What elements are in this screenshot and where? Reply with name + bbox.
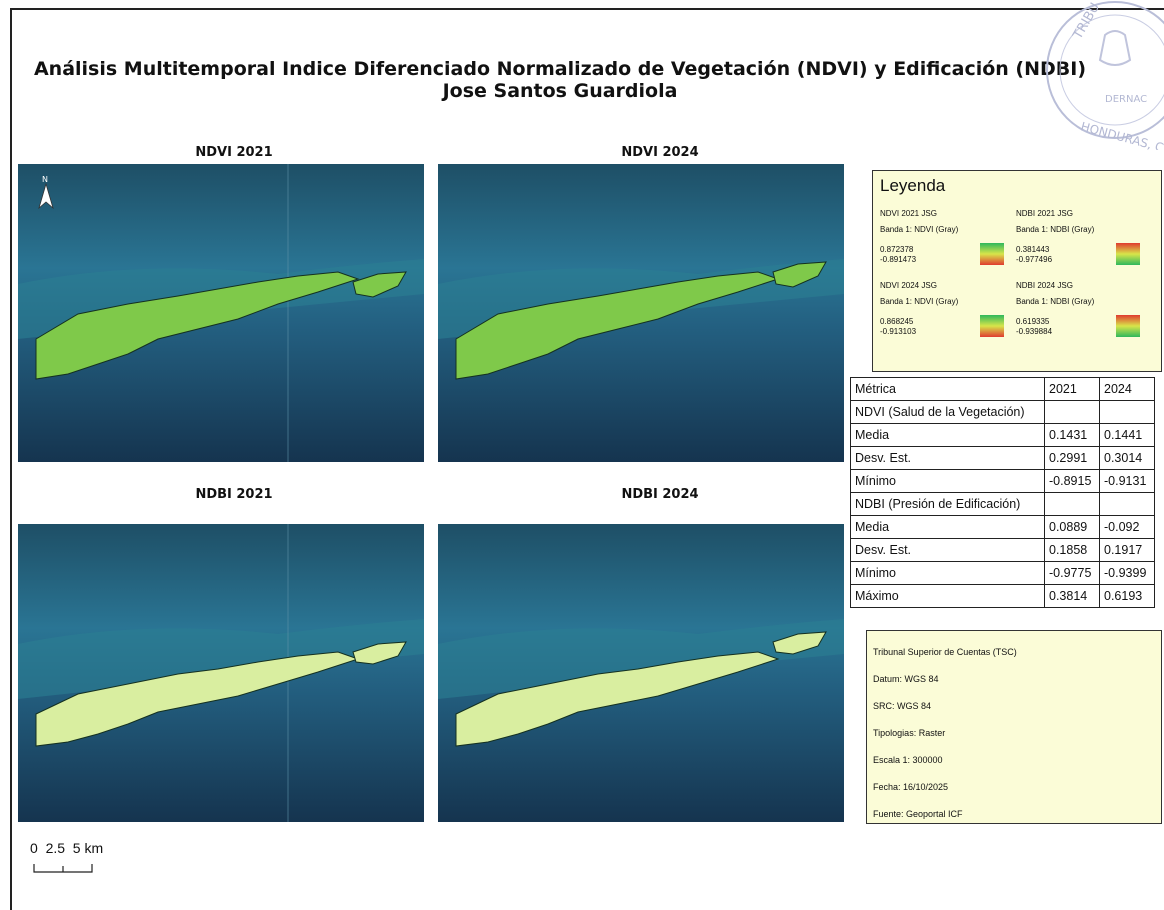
metric-value-cell: -0.092 — [1099, 515, 1155, 539]
legend-ndvi2021-name: NDVI 2021 JSG — [880, 209, 937, 218]
scale-bar-labels: 0 2.5 5 km — [30, 840, 104, 856]
map-frame — [10, 8, 1164, 910]
metric-value-cell: -0.8915 — [1044, 469, 1100, 493]
table-row: Métrica 2021 2024 — [850, 377, 1155, 401]
metric-name-cell: Mínimo — [850, 469, 1045, 493]
table-row: Desv. Est. 0.1858 0.1917 — [850, 538, 1155, 562]
legend-ndvi2021-band: Banda 1: NDVI (Gray) — [880, 225, 959, 234]
table-row: NDVI (Salud de la Vegetación) — [850, 400, 1155, 424]
legend-ndbi2024-max: 0.619335 — [1016, 317, 1050, 326]
legend-ndvi2021-min: -0.891473 — [880, 255, 917, 264]
metric-value-cell: 2024 — [1099, 377, 1155, 401]
metric-name-cell: Desv. Est. — [850, 446, 1045, 470]
table-row: Mínimo -0.8915 -0.9131 — [850, 469, 1155, 493]
metric-value-cell — [1044, 492, 1100, 516]
table-row: NDBI (Presión de Edificación) — [850, 492, 1155, 516]
table-row: Desv. Est. 0.2991 0.3014 — [850, 446, 1155, 470]
info-tipologias: Tipologias: Raster — [873, 728, 946, 738]
legend-box: Leyenda NDVI 2021 JSG Banda 1: NDVI (Gra… — [872, 170, 1162, 372]
panel-label-ndvi-2021: NDVI 2021 — [195, 145, 273, 160]
legend-ndbi2021-min: -0.977496 — [1016, 255, 1053, 264]
ndvi-color-ramp — [980, 315, 1004, 337]
metric-value-cell: 0.1441 — [1099, 423, 1155, 447]
table-row: Mínimo -0.9775 -0.9399 — [850, 561, 1155, 585]
metric-value-cell: 0.3814 — [1044, 584, 1100, 608]
legend-ndbi2021-name: NDBI 2021 JSG — [1016, 209, 1073, 218]
ndbi-color-ramp — [1116, 243, 1140, 265]
info-org: Tribunal Superior de Cuentas (TSC) — [873, 647, 1017, 657]
metric-name-cell: Máximo — [850, 584, 1045, 608]
panel-label-ndbi-2021: NDBI 2021 — [195, 487, 273, 502]
legend-ndbi2021-band: Banda 1: NDBI (Gray) — [1016, 225, 1095, 234]
metric-value-cell: 0.3014 — [1099, 446, 1155, 470]
metric-value-cell: -0.9399 — [1099, 561, 1155, 585]
map-ndbi-2021[interactable] — [18, 524, 424, 822]
metric-value-cell: -0.9775 — [1044, 561, 1100, 585]
metric-value-cell: 0.1917 — [1099, 538, 1155, 562]
map-ndvi-2024[interactable] — [438, 164, 844, 462]
map-ndvi-2021[interactable]: N — [18, 164, 424, 462]
metric-name-cell: Desv. Est. — [850, 538, 1045, 562]
scale-bar-icon — [33, 864, 93, 873]
ndvi-color-ramp — [980, 243, 1004, 265]
svg-text:TRIBU: TRIBU — [1070, 1, 1103, 43]
legend-title: Leyenda — [880, 176, 946, 195]
metric-value-cell: 0.0889 — [1044, 515, 1100, 539]
legend-ndvi2024-min: -0.913103 — [880, 327, 917, 336]
scale-bar: 0 2.5 5 km — [30, 840, 103, 876]
legend-ndvi2024-band: Banda 1: NDVI (Gray) — [880, 297, 959, 306]
table-row: Media 0.1431 0.1441 — [850, 423, 1155, 447]
map-subtitle: Jose Santos Guardiola — [442, 80, 678, 102]
metric-value-cell: 0.1431 — [1044, 423, 1100, 447]
metrics-table: Métrica 2021 2024 NDVI (Salud de la Vegetac… — [850, 377, 1155, 608]
legend-ndbi2024-min: -0.939884 — [1016, 327, 1053, 336]
table-row: Media 0.0889 -0.092 — [850, 515, 1155, 539]
info-src: SRC: WGS 84 — [873, 701, 932, 711]
metric-value-cell: 0.2991 — [1044, 446, 1100, 470]
info-datum: Datum: WGS 84 — [873, 674, 939, 684]
metric-name-cell: NDVI (Salud de la Vegetación) — [850, 400, 1045, 424]
map-ndbi-2024[interactable] — [438, 524, 844, 822]
panel-label-ndvi-2024: NDVI 2024 — [621, 145, 699, 160]
map-info-box: Tribunal Superior de Cuentas (TSC) Datum… — [866, 630, 1162, 824]
svg-text:N: N — [42, 175, 48, 184]
svg-text:DERNAC: DERNAC — [1105, 94, 1147, 105]
map-title: Análisis Multitemporal Indice Diferencia… — [33, 58, 1087, 80]
metric-value-cell: -0.9131 — [1099, 469, 1155, 493]
official-stamp: TRIBU DERNAC HONDURAS, C — [1046, 1, 1164, 150]
metric-value-cell — [1099, 492, 1155, 516]
metric-value-cell — [1099, 400, 1155, 424]
legend-ndbi2024-band: Banda 1: NDBI (Gray) — [1016, 297, 1095, 306]
info-fecha: Fecha: 16/10/2025 — [873, 782, 949, 792]
metric-name-cell: NDBI (Presión de Edificación) — [850, 492, 1045, 516]
metric-value-cell: 0.6193 — [1099, 584, 1155, 608]
legend-ndbi2024-name: NDBI 2024 JSG — [1016, 281, 1073, 290]
north-arrow-icon: N — [38, 175, 54, 210]
metric-name-cell: Mínimo — [850, 561, 1045, 585]
metric-value-cell: 0.1858 — [1044, 538, 1100, 562]
legend-ndbi2021-max: 0.381443 — [1016, 245, 1050, 254]
metric-value-cell: 2021 — [1044, 377, 1100, 401]
table-row: Máximo 0.3814 0.6193 — [850, 584, 1155, 608]
metric-name-cell: Media — [850, 423, 1045, 447]
ndbi-color-ramp — [1116, 315, 1140, 337]
info-fuente: Fuente: Geoportal ICF — [873, 809, 963, 819]
svg-text:HONDURAS, C: HONDURAS, C — [1079, 119, 1164, 150]
metric-value-cell — [1044, 400, 1100, 424]
legend-ndvi2021-max: 0.872378 — [880, 245, 914, 254]
metric-name-cell: Media — [850, 515, 1045, 539]
metric-name-cell: Métrica — [850, 377, 1045, 401]
legend-ndvi2024-max: 0.868245 — [880, 317, 914, 326]
legend-ndvi2024-name: NDVI 2024 JSG — [880, 281, 937, 290]
info-escala: Escala 1: 300000 — [873, 755, 943, 765]
panel-label-ndbi-2024: NDBI 2024 — [621, 487, 699, 502]
